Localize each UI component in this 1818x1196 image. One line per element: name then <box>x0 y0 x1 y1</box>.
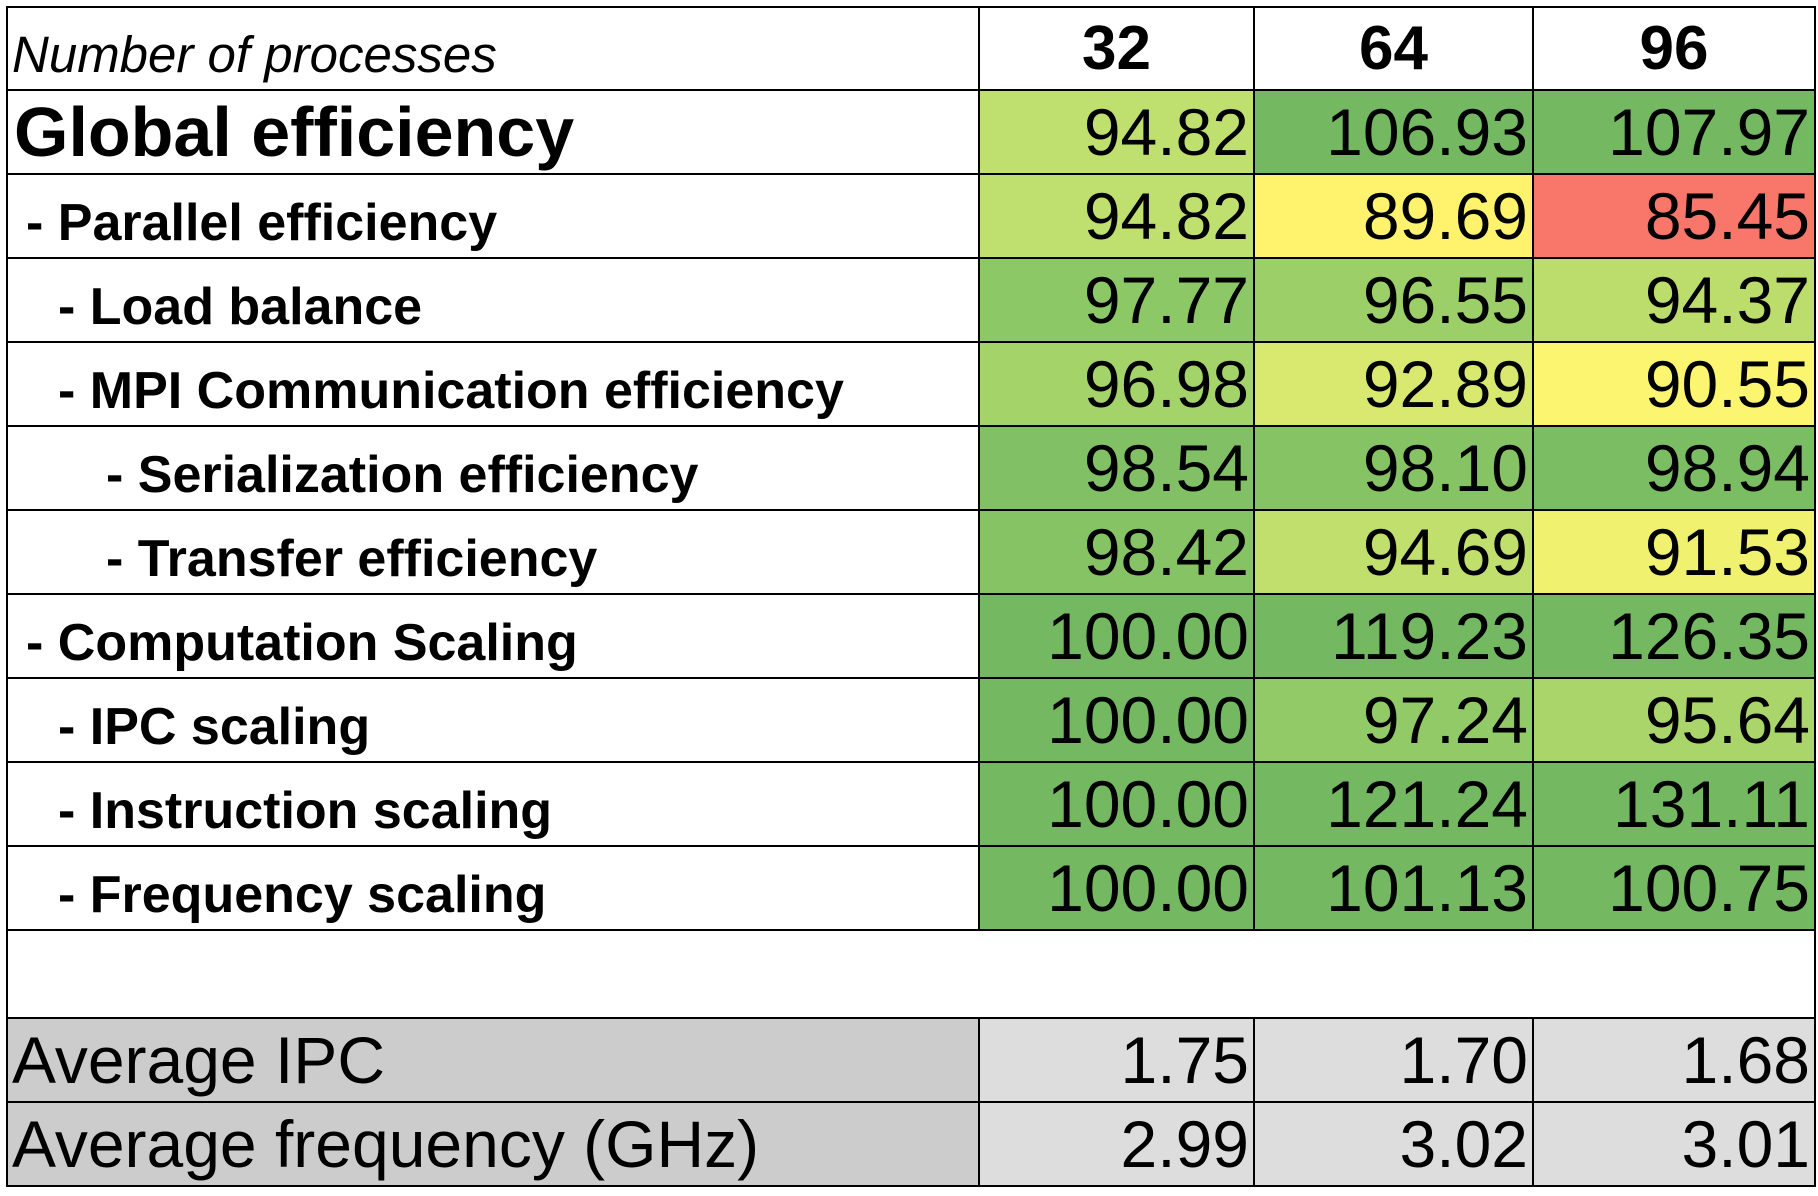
row-label: - MPI Communication efficiency <box>6 342 980 426</box>
value-cell-32: 98.42 <box>980 510 1255 594</box>
value-cell-64: 92.89 <box>1255 342 1534 426</box>
value-cell-32: 100.00 <box>980 846 1255 930</box>
value-cell-96: 1.68 <box>1534 1018 1816 1102</box>
row-border <box>6 1101 1816 1103</box>
row-border <box>6 761 1816 763</box>
value-cell-96: 100.75 <box>1534 846 1816 930</box>
value-cell-96: 107.97 <box>1534 90 1816 174</box>
table-header-row: Number of processes 32 64 96 <box>6 6 1816 90</box>
value-cell-32: 94.82 <box>980 90 1255 174</box>
value-cell-96: 126.35 <box>1534 594 1816 678</box>
row-border <box>6 6 1816 8</box>
efficiency-table: Number of processes 32 64 96 Global effi… <box>6 6 1816 1192</box>
value-cell-96: 98.94 <box>1534 426 1816 510</box>
value-cell-64: 94.69 <box>1255 510 1534 594</box>
spacer-row <box>6 930 1816 1018</box>
row-border <box>6 1185 1816 1187</box>
value-cell-64: 106.93 <box>1255 90 1534 174</box>
value-cell-96: 85.45 <box>1534 174 1816 258</box>
row-border <box>6 509 1816 511</box>
value-cell-96: 131.11 <box>1534 762 1816 846</box>
table-row: Global efficiency 94.82 106.93 107.97 <box>6 90 1816 174</box>
table-row: - IPC scaling 100.00 97.24 95.64 <box>6 678 1816 762</box>
header-label: Number of processes <box>6 6 980 90</box>
value-cell-32: 2.99 <box>980 1102 1255 1186</box>
row-border <box>6 89 1816 91</box>
summary-row: Average frequency (GHz) 2.99 3.02 3.01 <box>6 1102 1816 1186</box>
row-label: - Transfer efficiency <box>6 510 980 594</box>
row-border <box>6 593 1816 595</box>
row-border <box>6 677 1816 679</box>
value-cell-32: 1.75 <box>980 1018 1255 1102</box>
row-label: - Serialization efficiency <box>6 426 980 510</box>
summary-row: Average IPC 1.75 1.70 1.68 <box>6 1018 1816 1102</box>
value-cell-96: 91.53 <box>1534 510 1816 594</box>
value-cell-32: 100.00 <box>980 594 1255 678</box>
row-label: - IPC scaling <box>6 678 980 762</box>
value-cell-32: 98.54 <box>980 426 1255 510</box>
table-row: - Computation Scaling 100.00 119.23 126.35 <box>6 594 1816 678</box>
value-cell-64: 89.69 <box>1255 174 1534 258</box>
header-col-96: 96 <box>1534 6 1816 90</box>
row-label: - Computation Scaling <box>6 594 980 678</box>
row-border <box>6 173 1816 175</box>
value-cell-64: 1.70 <box>1255 1018 1534 1102</box>
value-cell-96: 94.37 <box>1534 258 1816 342</box>
value-cell-64: 121.24 <box>1255 762 1534 846</box>
row-border <box>6 257 1816 259</box>
value-cell-64: 3.02 <box>1255 1102 1534 1186</box>
value-cell-32: 100.00 <box>980 678 1255 762</box>
table-row: - Parallel efficiency 94.82 89.69 85.45 <box>6 174 1816 258</box>
table-row: - Instruction scaling 100.00 121.24 131.11 <box>6 762 1816 846</box>
value-cell-32: 100.00 <box>980 762 1255 846</box>
value-cell-64: 97.24 <box>1255 678 1534 762</box>
row-label: Average IPC <box>6 1018 980 1102</box>
value-cell-64: 101.13 <box>1255 846 1534 930</box>
header-col-64: 64 <box>1255 6 1534 90</box>
table-row: - Serialization efficiency 98.54 98.10 98.9… <box>6 426 1816 510</box>
row-label: - Frequency scaling <box>6 846 980 930</box>
value-cell-64: 98.10 <box>1255 426 1534 510</box>
value-cell-64: 119.23 <box>1255 594 1534 678</box>
value-cell-64: 96.55 <box>1255 258 1534 342</box>
header-col-32: 32 <box>980 6 1255 90</box>
row-border <box>6 425 1816 427</box>
table-row: - MPI Communication efficiency 96.98 92.89… <box>6 342 1816 426</box>
row-label: - Parallel efficiency <box>6 174 980 258</box>
row-border <box>6 929 1816 931</box>
value-cell-32: 96.98 <box>980 342 1255 426</box>
value-cell-96: 95.64 <box>1534 678 1816 762</box>
value-cell-96: 3.01 <box>1534 1102 1816 1186</box>
value-cell-96: 90.55 <box>1534 342 1816 426</box>
row-label: Global efficiency <box>6 90 980 174</box>
row-label: Average frequency (GHz) <box>6 1102 980 1186</box>
row-label: - Load balance <box>6 258 980 342</box>
value-cell-32: 97.77 <box>980 258 1255 342</box>
row-label: - Instruction scaling <box>6 762 980 846</box>
table-row: - Load balance 97.77 96.55 94.37 <box>6 258 1816 342</box>
row-border <box>6 1017 1816 1019</box>
row-border <box>6 845 1816 847</box>
table-row: - Frequency scaling 100.00 101.13 100.75 <box>6 846 1816 930</box>
row-border <box>6 341 1816 343</box>
value-cell-32: 94.82 <box>980 174 1255 258</box>
table-row: - Transfer efficiency 98.42 94.69 91.53 <box>6 510 1816 594</box>
